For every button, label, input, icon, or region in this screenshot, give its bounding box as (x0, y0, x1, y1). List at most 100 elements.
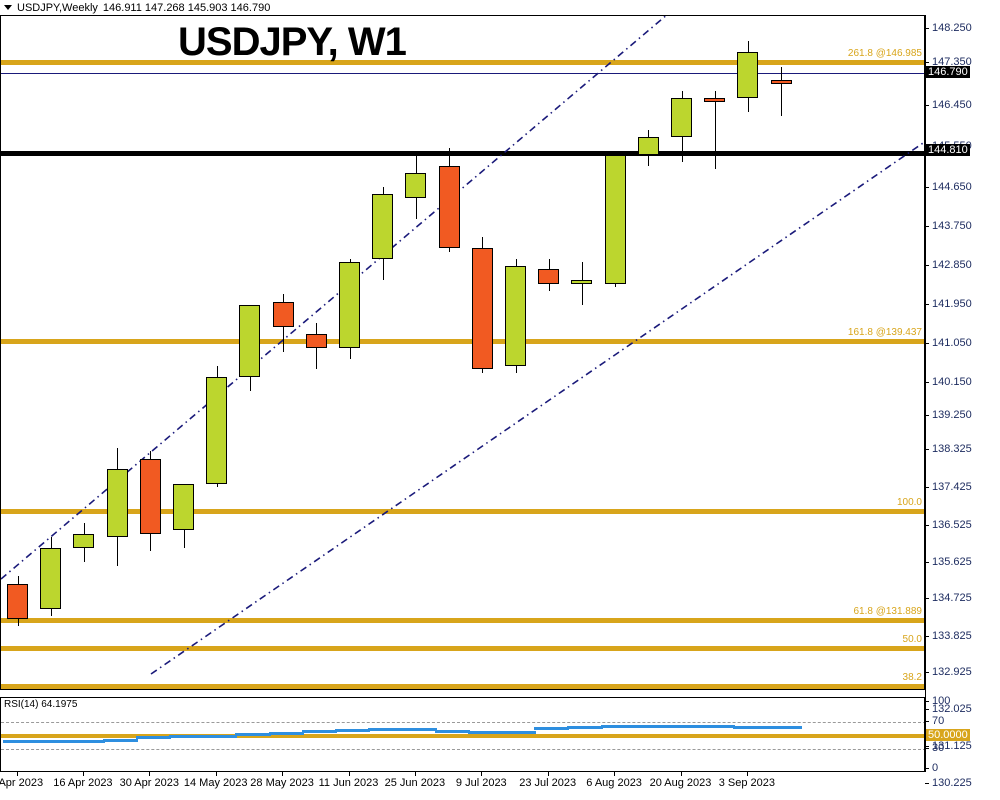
collapse-caret-icon[interactable] (4, 5, 12, 10)
fib-level-line (1, 618, 924, 623)
date-tick (348, 772, 350, 776)
fib-level-line (1, 646, 924, 651)
date-tick (282, 772, 284, 776)
fib-level-label: 261.8 @146.985 (847, 48, 922, 59)
axis-tick-label: 148.250 (932, 22, 972, 34)
candle-body[interactable] (206, 376, 228, 484)
candle-body[interactable] (372, 194, 394, 259)
candle-wick (714, 90, 716, 170)
axis-tick (925, 226, 929, 227)
candle-body[interactable] (73, 533, 95, 548)
rsi-line-segment (301, 730, 337, 734)
rsi-threshold-line (1, 748, 924, 750)
rsi-pane[interactable] (0, 697, 925, 772)
date-label: 16 Apr 2023 (53, 777, 113, 789)
fib-level-label: 50.0 (902, 634, 922, 645)
rsi-line-segment (733, 726, 769, 730)
rsi-line-segment (667, 724, 703, 728)
candle-body[interactable] (106, 469, 128, 538)
rsi-line-segment (36, 739, 72, 743)
candle-body[interactable] (604, 155, 626, 284)
rsi-axis-tick (925, 721, 929, 723)
candle-body[interactable] (239, 305, 261, 377)
rsi-midline (1, 733, 924, 738)
axis-tick-label: 143.750 (932, 220, 972, 232)
fib-level-label: 161.8 @139.437 (847, 327, 922, 338)
date-tick (215, 772, 217, 776)
date-label: 2 Apr 2023 (0, 777, 44, 789)
candle-body[interactable] (471, 248, 493, 370)
candle-body[interactable] (637, 137, 659, 156)
price-level-line-144810 (1, 151, 924, 156)
rsi-line-segment (700, 725, 736, 729)
candle-body[interactable] (538, 269, 560, 284)
axis-tick (925, 304, 929, 305)
fib-level-line (1, 60, 924, 65)
axis-tick (925, 487, 929, 488)
candle-body[interactable] (405, 173, 427, 199)
candle-body[interactable] (671, 98, 692, 138)
candle-body[interactable] (737, 51, 759, 99)
trendline (150, 141, 924, 675)
candle-body[interactable] (339, 262, 360, 348)
candle-body[interactable] (139, 458, 161, 534)
date-label: 20 Aug 2023 (649, 777, 712, 789)
date-label: 23 Jul 2023 (519, 777, 577, 789)
rsi-line-segment (235, 733, 271, 737)
rsi-axis-tick (925, 701, 929, 702)
fib-level-label: 100.0 (896, 497, 922, 508)
axis-tick (925, 672, 929, 673)
date-axis: 2 Apr 2023 16 Apr 2023 30 Apr 2023 14 May 2… (0, 772, 925, 800)
date-tick (614, 772, 616, 776)
axis-tick-label: 141.050 (932, 337, 972, 349)
rsi-line-segment (633, 724, 669, 728)
date-tick (680, 772, 682, 776)
axis-tick (925, 105, 929, 106)
chart-header: USDJPY,Weekly 146.911 147.268 145.903 14… (0, 0, 1000, 15)
candle-wick (781, 67, 783, 116)
rsi-line-segment (135, 735, 171, 739)
axis-tick-label: 140.150 (932, 376, 972, 388)
rsi-threshold-line (1, 722, 924, 724)
rsi-line-segment (268, 732, 304, 736)
rsi-line-segment (335, 728, 371, 732)
price-axis[interactable]: 148.250147.350146.450145.550144.650143.7… (925, 15, 1000, 789)
rsi-line-segment (169, 734, 205, 738)
axis-tick (925, 28, 929, 29)
axis-tick-label: 132.925 (932, 666, 972, 678)
rsi-axis-tick (925, 747, 929, 749)
candle-body[interactable] (40, 547, 62, 609)
candle-body[interactable] (438, 165, 460, 248)
axis-divider (925, 15, 926, 772)
date-tick (82, 772, 84, 776)
axis-tick-label: 147.350 (932, 56, 972, 68)
fib-level-label: 38.2 (902, 672, 922, 683)
rsi-line-segment (534, 727, 570, 731)
candle-body[interactable] (272, 301, 294, 327)
candle-body[interactable] (173, 483, 194, 530)
candle-body[interactable] (571, 280, 593, 285)
candle-body[interactable] (7, 583, 28, 620)
date-tick (481, 772, 483, 776)
axis-tick-label: 135.625 (932, 556, 972, 568)
rsi-line-segment (3, 739, 39, 743)
candle-body[interactable] (770, 79, 792, 85)
price-pane[interactable]: 261.8 @146.985 161.8 @139.437 100.0 61.8 @1… (0, 15, 925, 690)
rsi-line-segment (69, 739, 105, 743)
candle-body[interactable] (305, 333, 327, 348)
axis-tick-label: 137.425 (932, 481, 972, 493)
candle-body[interactable] (704, 98, 726, 103)
rsi-axis-label: 100 (932, 695, 951, 707)
rsi-line-segment (567, 726, 603, 730)
date-tick (547, 772, 549, 776)
axis-tick (925, 783, 929, 784)
date-label: 28 May 2023 (250, 777, 314, 789)
rsi-line-segment (600, 724, 636, 728)
candle-body[interactable] (505, 265, 526, 366)
symbol-label: USDJPY,Weekly (17, 1, 98, 14)
rsi-axis-label: 30 (932, 741, 945, 754)
axis-tick (925, 382, 929, 383)
fib-level-line (1, 684, 924, 689)
rsi-line-segment (401, 728, 437, 732)
